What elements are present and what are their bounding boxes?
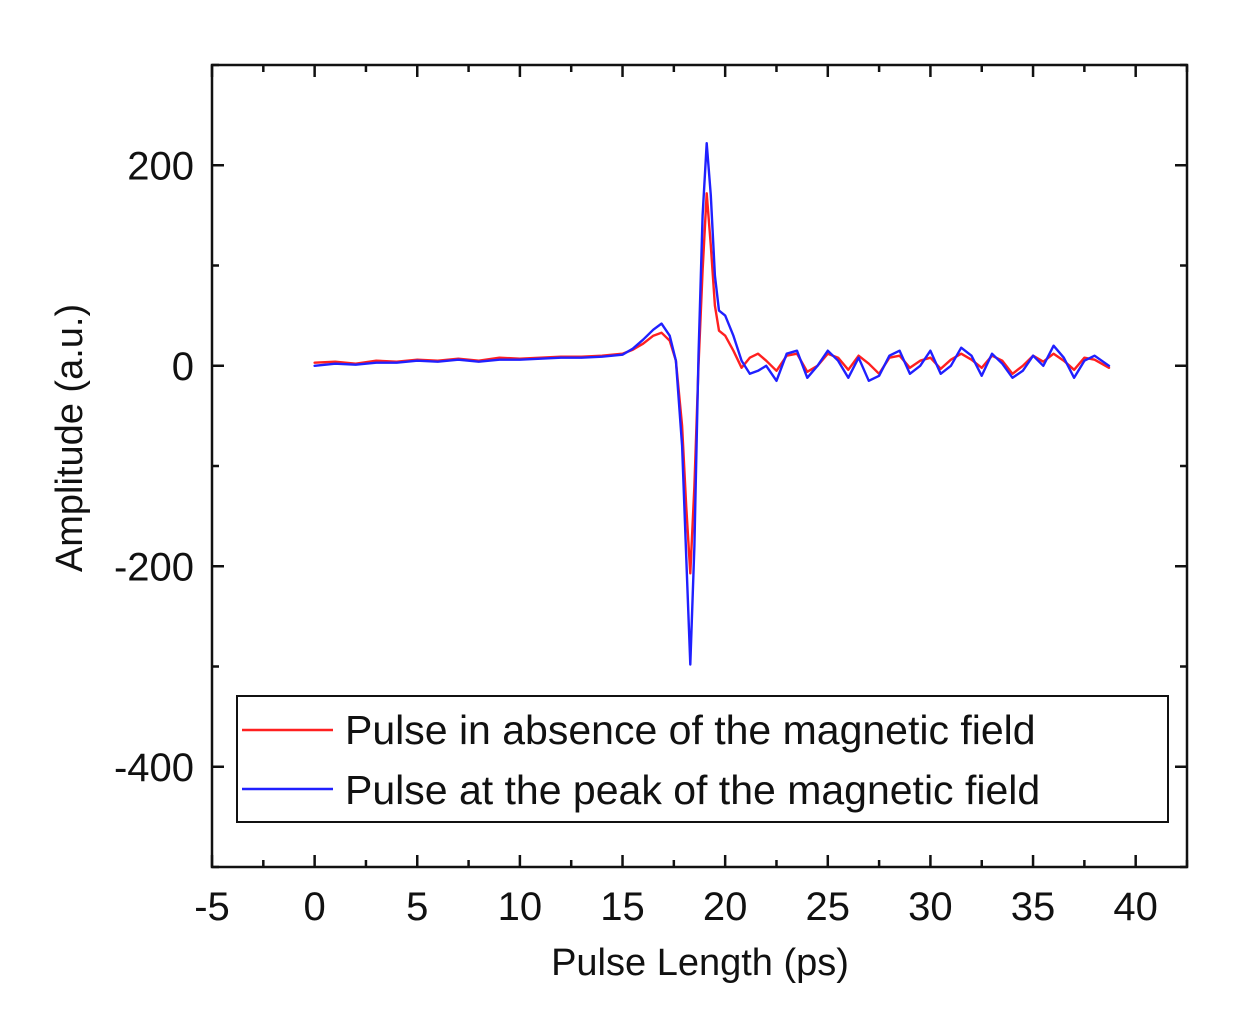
- legend-box: [236, 695, 1169, 823]
- y-tick-labels: -400 -200 0 200: [114, 144, 194, 790]
- x-tick-label: 20: [703, 885, 748, 929]
- x-tick-label: 10: [498, 885, 543, 929]
- x-tick-labels: -5 0 5 10 15 20 25 30 35 40: [194, 885, 1158, 929]
- plot-frame: [210, 63, 1189, 869]
- y-tick-label: -400: [114, 746, 194, 790]
- y-axis-label: Amplitude (a.u.): [49, 304, 91, 572]
- y-tick-label: 200: [127, 144, 194, 188]
- y-tick-label: -200: [114, 545, 194, 589]
- y-tick-label: 0: [172, 345, 194, 389]
- series-lines: [313, 141, 1111, 666]
- series-line-peak-field: [313, 141, 1111, 666]
- x-tick-label: -5: [194, 885, 230, 929]
- x-tick-label: 0: [304, 885, 326, 929]
- legend-label-blue: Pulse at the peak of the magnetic field: [345, 767, 1040, 813]
- x-tick-label: 25: [806, 885, 851, 929]
- x-tick-label: 30: [908, 885, 953, 929]
- x-tick-label: 40: [1113, 885, 1158, 929]
- x-tick-label: 15: [600, 885, 645, 929]
- x-tick-label: 5: [406, 885, 428, 929]
- series-line-no-field: [313, 192, 1111, 575]
- x-axis-label: Pulse Length (ps): [551, 942, 849, 984]
- legend: Pulse in absence of the magnetic field P…: [236, 695, 1169, 823]
- legend-label-red: Pulse in absence of the magnetic field: [345, 707, 1036, 753]
- x-tick-label: 35: [1011, 885, 1056, 929]
